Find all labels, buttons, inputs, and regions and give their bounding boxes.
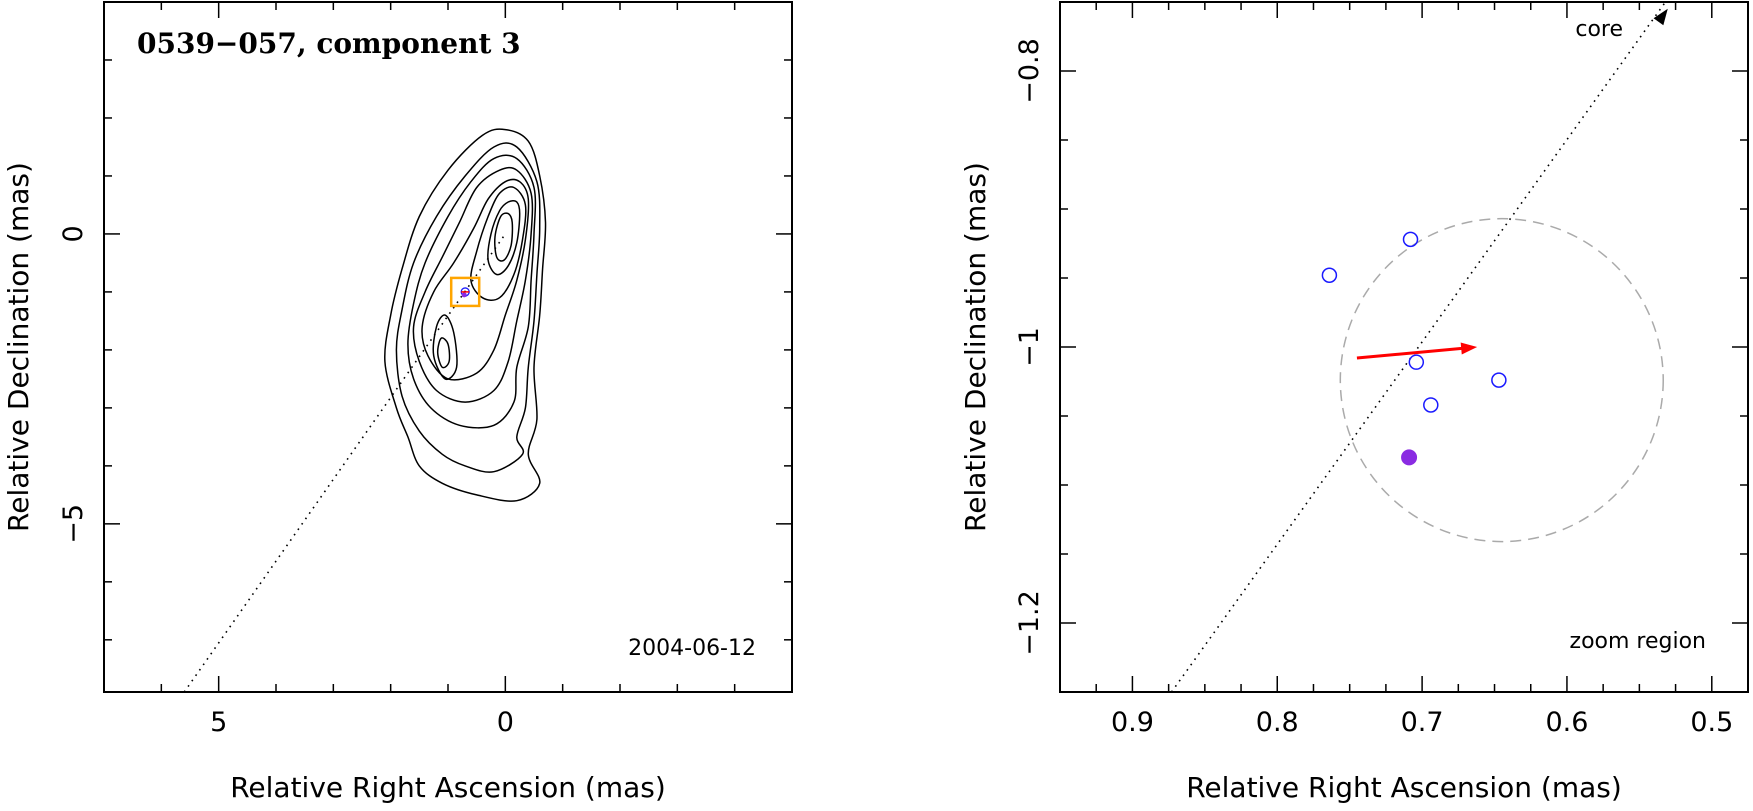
velocity-arrow-head bbox=[1460, 342, 1478, 355]
x-tick-label: 0.5 bbox=[1690, 707, 1733, 738]
x-tick-label: 0.9 bbox=[1111, 707, 1154, 738]
right-axis-ticks: 0.9 0.8 0.7 0.6 0.5 −0.8 −1 −1.2 bbox=[1014, 1, 1748, 738]
core-direction-arrowhead bbox=[1653, 8, 1668, 26]
contour-level-5 bbox=[421, 178, 530, 381]
open-point-4 bbox=[1423, 397, 1439, 413]
core-label: core bbox=[1575, 17, 1623, 42]
y-tick-label: −1 bbox=[1014, 327, 1045, 367]
y-tick-label: −0.8 bbox=[1014, 38, 1045, 104]
left-axis-ticks: 5 0 0 −5 bbox=[58, 2, 792, 738]
contour-level-6 bbox=[470, 186, 527, 301]
contour-level-9 bbox=[432, 314, 458, 381]
open-point-1 bbox=[1402, 231, 1419, 248]
right-x-axis-label: Relative Right Ascension (mas) bbox=[1186, 771, 1622, 804]
left-x-axis-label: Relative Right Ascension (mas) bbox=[230, 771, 666, 804]
x-tick-label: 5 bbox=[210, 707, 227, 738]
y-tick-label: 0 bbox=[58, 225, 89, 242]
filled-point-1 bbox=[1401, 449, 1418, 466]
contour-level-2 bbox=[395, 142, 541, 473]
contour-level-7 bbox=[487, 200, 521, 276]
x-tick-label: 0.6 bbox=[1545, 707, 1588, 738]
x-tick-label: 0.7 bbox=[1401, 707, 1444, 738]
open-point-3 bbox=[1408, 354, 1425, 370]
right-plot-area bbox=[1170, 2, 1668, 692]
contour-level-8 bbox=[494, 212, 514, 262]
contour-level-1 bbox=[384, 128, 547, 502]
velocity-arrow-shaft bbox=[1356, 346, 1467, 360]
left-plot-area bbox=[183, 128, 547, 692]
right-plot-frame bbox=[1059, 1, 1749, 693]
x-tick-label: 0 bbox=[497, 707, 514, 738]
zoom-region-box bbox=[449, 276, 481, 308]
open-point-5 bbox=[1491, 372, 1507, 388]
jet-axis-line bbox=[183, 233, 506, 692]
contour-level-3 bbox=[407, 154, 537, 429]
contour-level-4 bbox=[412, 166, 534, 403]
right-panel: 0.9 0.8 0.7 0.6 0.5 −0.8 −1 −1.2 core zoom regi… bbox=[959, 1, 1749, 804]
y-tick-label: −1.2 bbox=[1014, 590, 1045, 656]
open-point-2 bbox=[1321, 267, 1338, 283]
contour-level-10 bbox=[436, 337, 451, 369]
left-panel: 5 0 0 −5 0539−057, component 3 2004-06-12 R… bbox=[2, 1, 793, 804]
right-y-axis-label: Relative Declination (mas) bbox=[959, 162, 992, 532]
y-tick-label: −5 bbox=[58, 504, 89, 544]
component-marker-filled bbox=[461, 292, 467, 298]
epoch-date-label: 2004-06-12 bbox=[628, 636, 756, 661]
zoom-region-label: zoom region bbox=[1570, 629, 1706, 654]
jet-axis-line-zoom bbox=[1170, 2, 1667, 692]
zoom-region-circle bbox=[1339, 217, 1664, 543]
x-tick-label: 0.8 bbox=[1256, 707, 1299, 738]
left-chart-title: 0539−057, component 3 bbox=[137, 27, 521, 60]
left-y-axis-label: Relative Declination (mas) bbox=[2, 162, 35, 532]
